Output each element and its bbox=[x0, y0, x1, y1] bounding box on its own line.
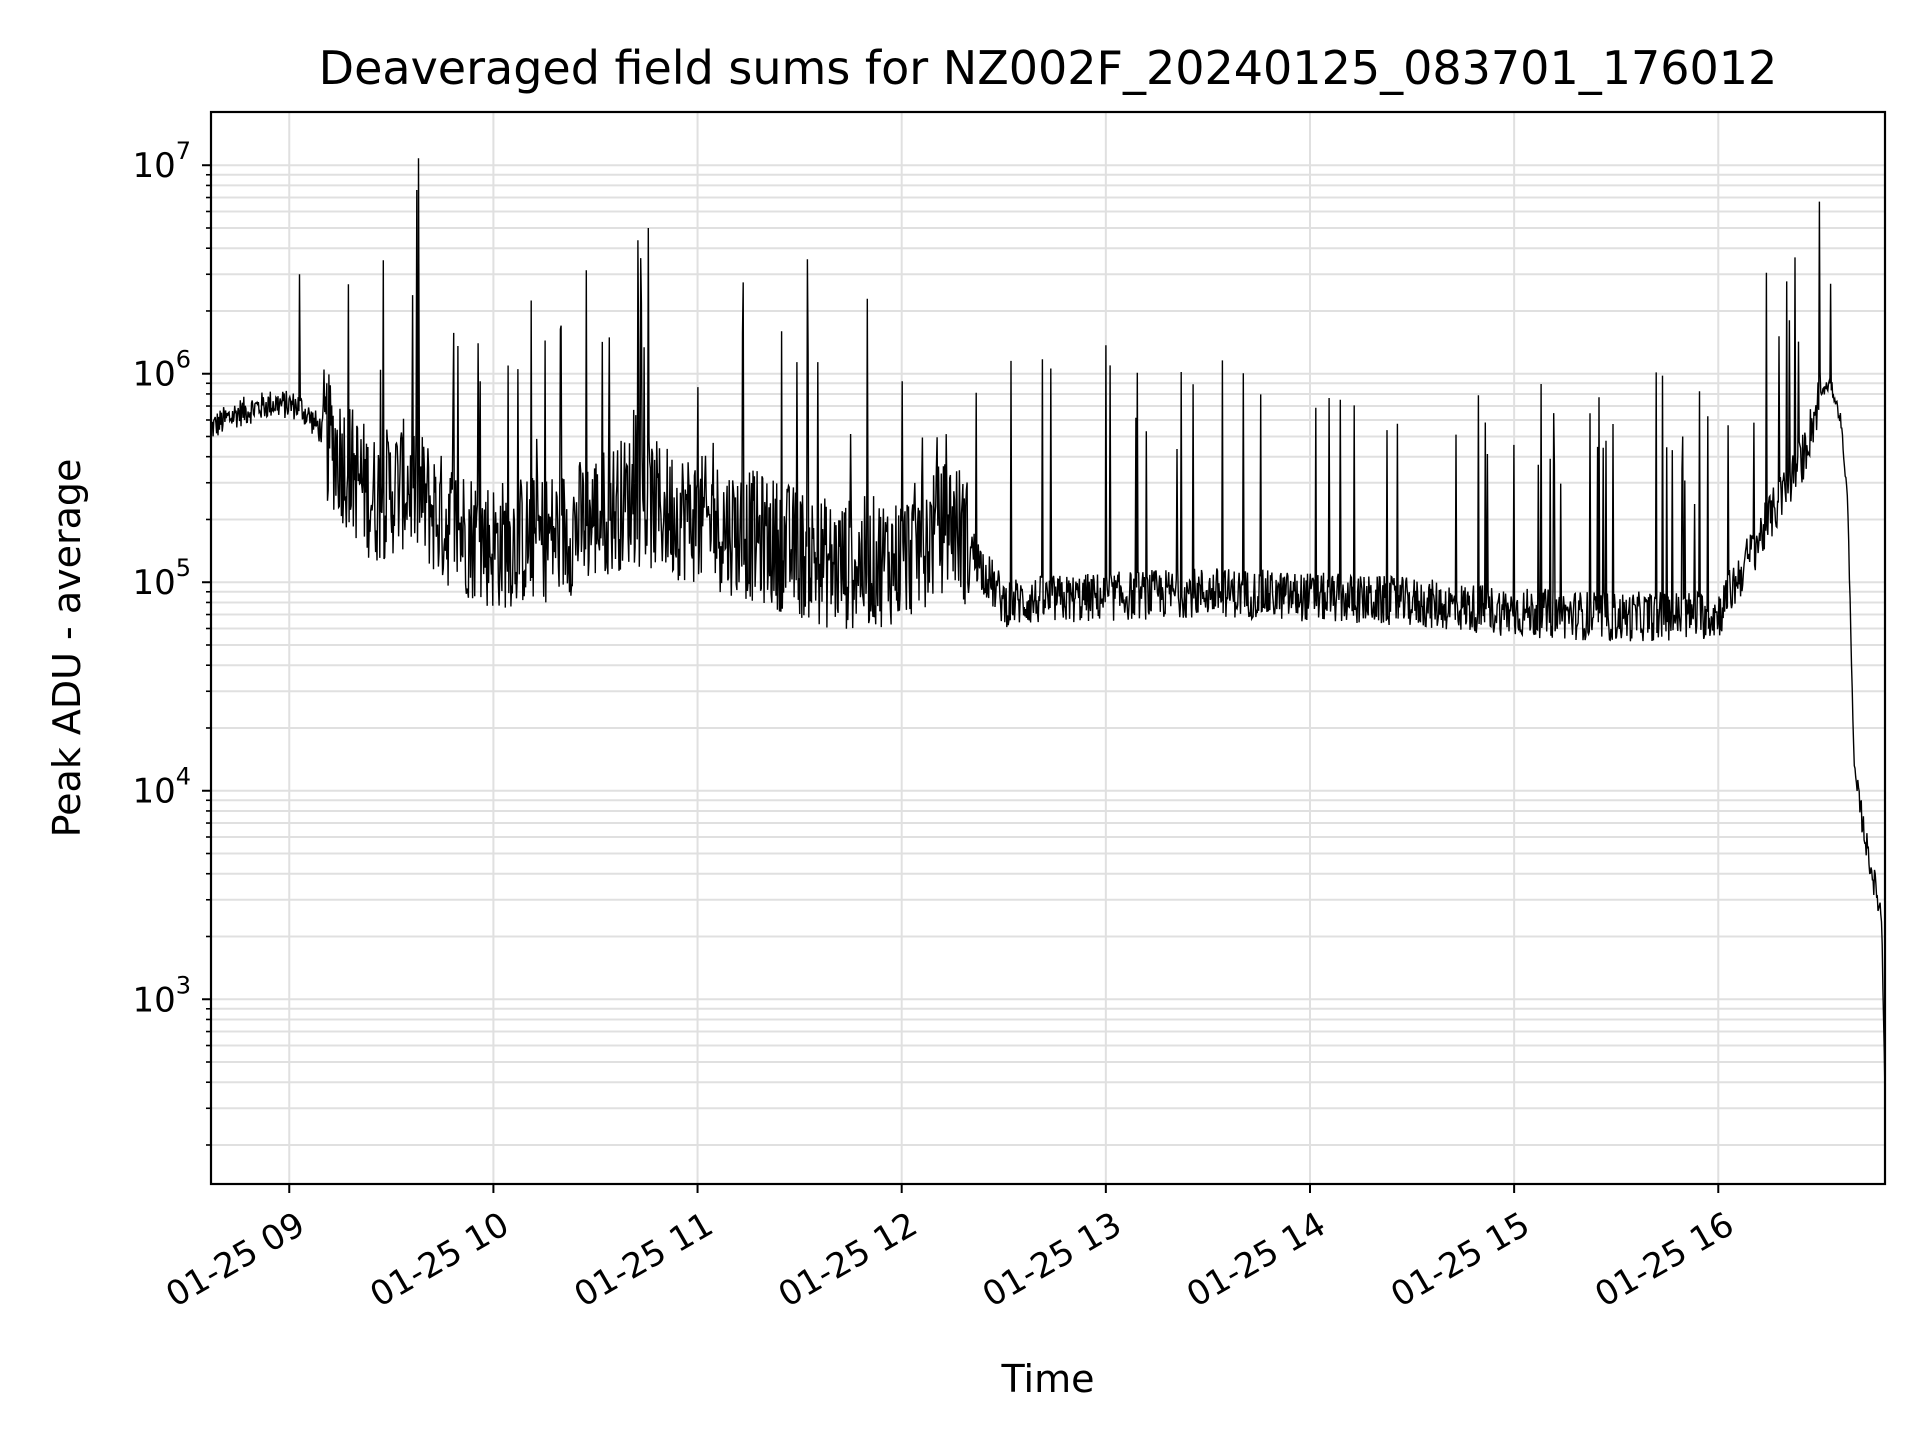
y-tick-base: 10 bbox=[132, 355, 175, 395]
y-tick-label: 103 bbox=[132, 971, 191, 1020]
y-tick-exponent: 5 bbox=[176, 554, 191, 582]
y-tick-exponent: 7 bbox=[176, 137, 191, 165]
y-tick-label: 107 bbox=[132, 137, 191, 186]
y-axis-label: Peak ADU - average bbox=[45, 459, 89, 838]
y-tick-base: 10 bbox=[132, 563, 175, 603]
y-tick-exponent: 6 bbox=[176, 346, 191, 374]
x-axis-label: Time bbox=[1001, 1357, 1095, 1401]
grid bbox=[211, 112, 1885, 1184]
y-tick-base: 10 bbox=[132, 980, 175, 1020]
y-tick-exponent: 3 bbox=[176, 971, 191, 999]
plot-frame bbox=[209, 110, 1887, 1186]
y-tick-label: 105 bbox=[132, 554, 191, 603]
y-tick-base: 10 bbox=[132, 772, 175, 812]
series-line bbox=[211, 158, 1885, 1096]
y-tick-base: 10 bbox=[132, 146, 175, 186]
y-tick-exponent: 4 bbox=[176, 763, 191, 791]
y-tick-label: 106 bbox=[132, 346, 191, 395]
y-tick-label: 104 bbox=[132, 763, 191, 812]
data-series bbox=[211, 158, 1885, 1096]
chart-title: Deaveraged field sums for NZ002F_2024012… bbox=[319, 41, 1778, 95]
